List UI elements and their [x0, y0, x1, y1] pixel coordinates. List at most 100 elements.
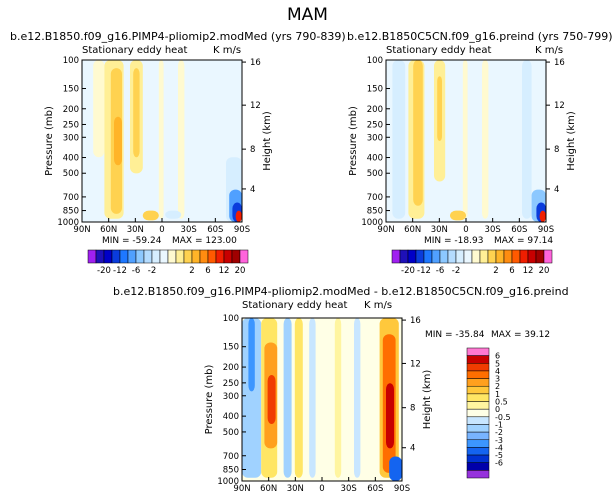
colorbar-label: 0.5	[495, 398, 508, 407]
field-contour	[392, 60, 406, 219]
field-contour	[389, 456, 402, 481]
panel3-units: K m/s	[364, 300, 393, 311]
colorbar-label: 2	[189, 266, 194, 276]
right-axis-label: Height (km)	[566, 111, 577, 171]
panel1-title: b.e12.B1850.f09_g16.PIMP4-pliomip2.modMe…	[10, 30, 346, 43]
y-tick-label: 850	[223, 465, 239, 475]
colorbar-label: 20	[539, 266, 550, 276]
colorbar-label: -5	[495, 451, 503, 460]
y-tick-label: 150	[367, 85, 383, 95]
y-tick-label: 700	[63, 193, 79, 203]
colorbar-swatch	[466, 393, 490, 402]
y-axis-label: Pressure (mb)	[204, 365, 215, 435]
colorbar-label: -2	[148, 266, 156, 276]
field-contour	[294, 318, 303, 478]
colorbar-swatch	[143, 249, 153, 264]
colorbar-swatch	[466, 378, 490, 387]
y-tick-label: 100	[223, 314, 239, 324]
colorbar-label: -2	[452, 266, 460, 276]
y-tick-label: 100	[367, 56, 383, 66]
colorbar-swatch	[466, 363, 490, 372]
field-contour	[283, 318, 292, 478]
y-tick-label: 200	[223, 363, 239, 373]
panel1-subtitle: Stationary eddy heat	[82, 45, 188, 56]
colorbar-swatch	[199, 249, 209, 264]
panel2-field	[386, 60, 546, 222]
colorbar-swatch	[535, 249, 545, 264]
colorbar-label: -4	[495, 443, 503, 452]
panel1-max: MAX = 123.00	[172, 236, 237, 246]
y-tick-label: 1000	[361, 218, 383, 228]
x-tick-label: 60N	[404, 225, 421, 235]
x-tick-label: 90S	[538, 225, 554, 235]
colorbar-swatch	[466, 454, 490, 463]
field-contour	[413, 60, 423, 206]
colorbar-swatch	[466, 355, 490, 364]
field-contour	[235, 210, 242, 222]
field-contour	[354, 318, 361, 478]
colorbar-swatch	[466, 347, 490, 356]
colorbar-swatch	[399, 249, 409, 264]
colorbar-label: -6	[132, 266, 140, 276]
field-contour	[114, 116, 122, 166]
field-contour	[462, 60, 468, 219]
x-tick-label: 60N	[260, 484, 277, 494]
figure-title: MAM	[287, 5, 328, 25]
y-tick-label: 250	[367, 120, 383, 130]
colorbar-swatch	[466, 424, 490, 433]
y-tick-label: 1000	[217, 477, 239, 487]
x-tick-label: 90S	[234, 225, 250, 235]
colorbar-label: 3	[495, 375, 500, 384]
field-contour	[309, 318, 316, 478]
panel2-subtitle: Stationary eddy heat	[386, 45, 492, 56]
colorbar-swatch	[95, 249, 105, 264]
colorbar-swatch	[471, 249, 481, 264]
panel2-plot	[385, 59, 550, 223]
height-tick-label: 12	[410, 359, 421, 369]
x-tick-label: 90S	[394, 484, 410, 494]
colorbar-swatch	[111, 249, 121, 264]
colorbar-swatch	[466, 447, 490, 456]
y-tick-label: 500	[367, 169, 383, 179]
panel2-title: b.e12.B1850C5CN.f09_g16.preind (yrs 750-…	[347, 30, 613, 43]
colorbar-swatch	[231, 249, 241, 264]
height-tick-label: 8	[410, 404, 415, 414]
colorbar-swatch	[239, 249, 249, 264]
colorbar-swatch	[511, 249, 521, 264]
y-tick-label: 300	[367, 133, 383, 143]
colorbar-label: -12	[113, 266, 127, 276]
colorbar-swatch	[466, 416, 490, 425]
x-tick-label: 90N	[73, 225, 90, 235]
colorbar-label: 2	[495, 382, 500, 391]
height-tick-label: 8	[250, 145, 255, 155]
y-tick-label: 200	[63, 105, 79, 115]
height-tick-label: 12	[554, 101, 565, 111]
y-tick-label: 1000	[57, 218, 79, 228]
y-tick-label: 700	[367, 193, 383, 203]
colorbar-swatch	[503, 249, 513, 264]
y-tick-label: 300	[63, 133, 79, 143]
colorbar-swatch	[466, 401, 490, 410]
x-tick-label: 60N	[100, 225, 117, 235]
colorbar-label: 12	[523, 266, 534, 276]
colorbar-label: -6	[436, 266, 444, 276]
field-contour	[386, 383, 394, 449]
panel1-units: K m/s	[213, 45, 242, 56]
colorbar-label: -0.5	[495, 413, 511, 422]
height-tick-label: 16	[250, 58, 261, 68]
colorbar-label: 2	[493, 266, 498, 276]
colorbar-swatch	[175, 249, 185, 264]
height-tick-label: 16	[410, 316, 421, 326]
colorbar-swatch	[455, 249, 465, 264]
panel3-field	[242, 318, 402, 481]
y-axis-label: Pressure (mb)	[44, 106, 55, 176]
colorbar-swatch	[466, 385, 490, 395]
colorbar-label: -12	[417, 266, 431, 276]
colorbar-label: -6	[495, 459, 503, 468]
colorbar-swatch	[215, 249, 225, 264]
colorbar-label: -20	[97, 266, 111, 276]
colorbar-swatch	[463, 249, 473, 264]
x-tick-label: 30S	[341, 484, 357, 494]
colorbar-swatch	[135, 249, 145, 264]
x-tick-label: 30N	[287, 484, 304, 494]
